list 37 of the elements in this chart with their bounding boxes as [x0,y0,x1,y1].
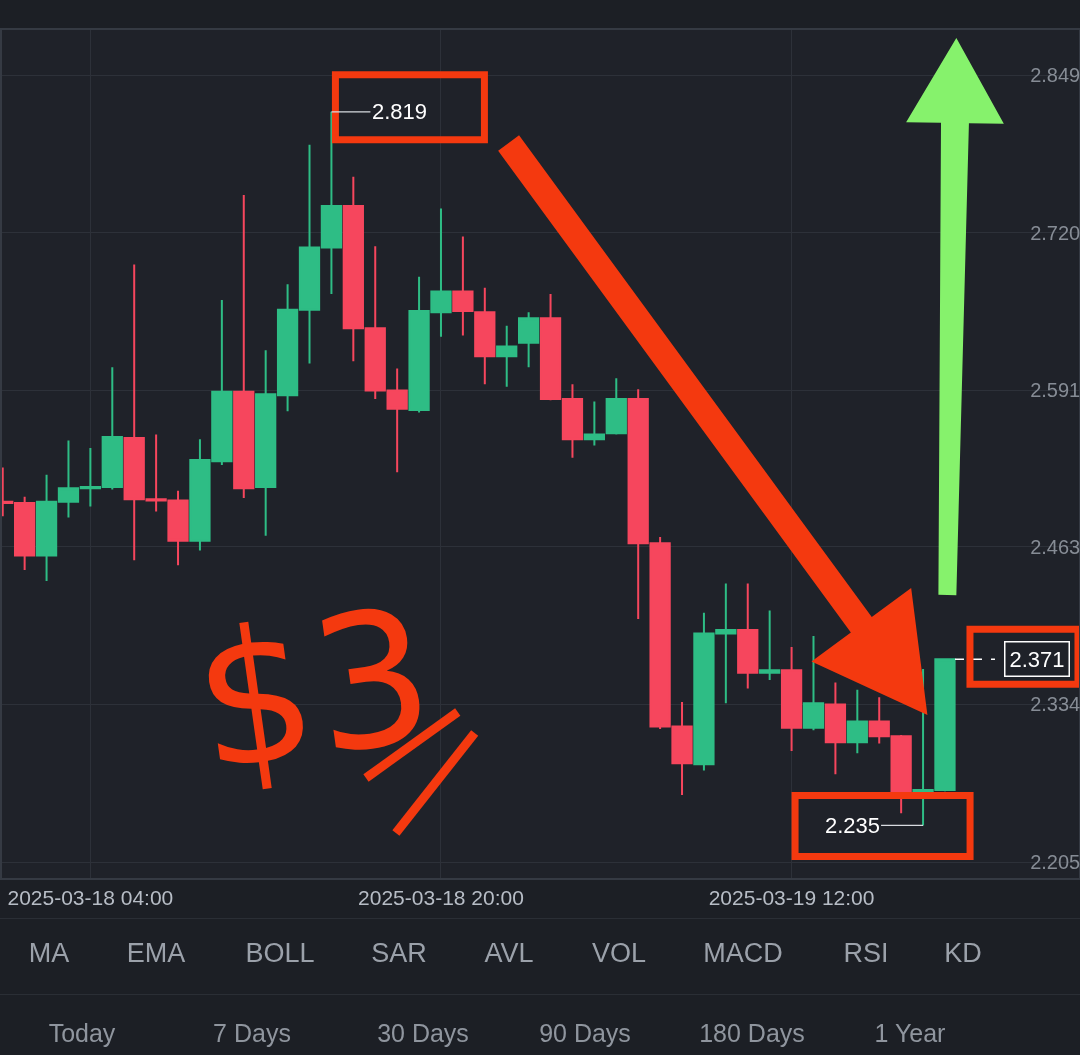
candlestick [517,311,540,369]
text: Today [48,1018,116,1048]
y-tick-label: 2.591 [1030,379,1080,402]
y-tick-label: 2.463 [1030,535,1080,558]
text: BOLL [245,937,315,969]
candlestick [737,582,759,690]
text: EMA [126,937,186,969]
text: 7 Days [213,1018,291,1048]
text: KD [944,937,982,969]
text: VOL [591,937,647,969]
text: 90 Days [539,1018,631,1048]
candlestick [233,193,255,499]
y-tick-label: 2.334 [1030,693,1080,716]
text: SAR [371,937,427,969]
y-tick-label: 2.849 [1030,64,1080,87]
annotation: 2.235 [825,813,881,838]
text: 1 Year [874,1018,946,1048]
x-tick-label: 2025-03-19 12:00 [708,885,875,909]
candlestick [846,688,868,755]
x-tick-label: 2025-03-18 20:00 [358,885,524,909]
text: MA [28,937,70,969]
y-tick-label: 2.720 [1030,221,1080,244]
candlestick [802,635,825,732]
text: AVL [484,937,534,969]
candlestick [496,324,518,388]
annotation: 2.819 [372,99,428,124]
text: MACD [703,937,783,969]
y-tick-label: 2.205 [1030,851,1080,874]
text: RSI [843,937,889,969]
candlestick [824,681,847,776]
candlestick [759,609,781,682]
text: 30 Days [377,1018,469,1048]
annotation: 2.371 [1009,646,1065,672]
x-tick-label: 2025-03-18 04:00 [7,885,174,909]
annotation: $3 [182,566,446,814]
candlestick [780,646,803,752]
text: 180 Days [699,1018,805,1048]
